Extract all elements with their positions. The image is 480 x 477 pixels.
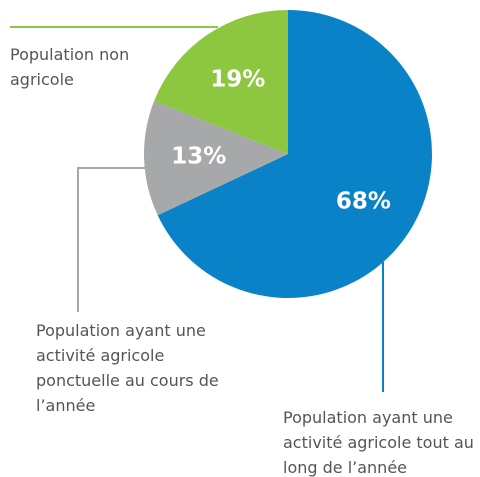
slice-label: Population ayant une activité agricole p… [36, 321, 219, 415]
pie-slice [157, 10, 433, 298]
pie-slice [154, 10, 288, 154]
slice-label: Population non agricole [10, 45, 130, 89]
pie-slice [144, 100, 288, 216]
value-label: 68% [336, 188, 391, 214]
value-label: 13% [171, 143, 226, 169]
leader-line [77, 167, 148, 312]
value-label: 19% [210, 67, 265, 93]
slice-label: Population ayant une activité agricole t… [283, 408, 474, 477]
